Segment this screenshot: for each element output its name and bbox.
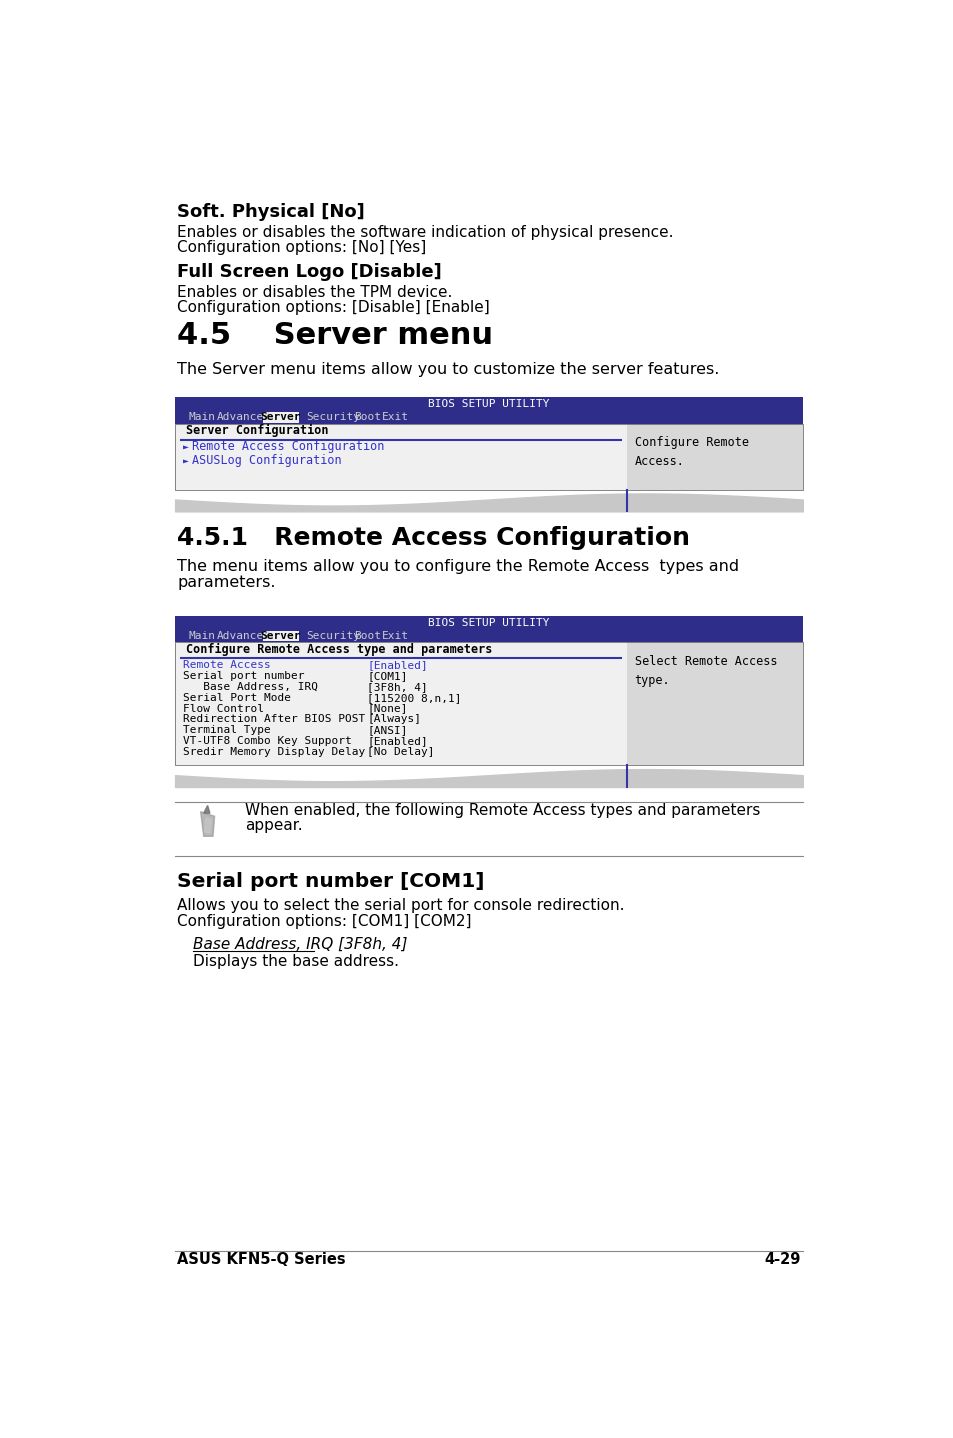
Text: Full Screen Logo [Disable]: Full Screen Logo [Disable]: [177, 263, 441, 282]
Text: Security: Security: [306, 413, 359, 423]
Bar: [174, 411, 802, 424]
Text: Terminal Type: Terminal Type: [183, 725, 271, 735]
Text: Remote Access: Remote Access: [183, 660, 271, 670]
Polygon shape: [200, 811, 214, 837]
Text: Advanced: Advanced: [216, 631, 271, 641]
Text: Boot: Boot: [354, 631, 380, 641]
Text: [Always]: [Always]: [367, 715, 421, 725]
Text: 4.5    Server menu: 4.5 Server menu: [177, 321, 493, 349]
Bar: [262, 413, 298, 423]
Text: Configure Remote Access type and parameters: Configure Remote Access type and paramet…: [186, 643, 492, 656]
Text: 4-29: 4-29: [764, 1252, 801, 1267]
Text: ►: ►: [183, 456, 189, 466]
Text: The Server menu items allow you to customize the server features.: The Server menu items allow you to custo…: [177, 362, 719, 377]
Bar: [174, 643, 802, 765]
Bar: [626, 643, 802, 765]
Text: [No Delay]: [No Delay]: [367, 746, 435, 756]
Text: Select Remote Access
type.: Select Remote Access type.: [634, 654, 777, 686]
Text: The menu items allow you to configure the Remote Access  types and: The menu items allow you to configure th…: [177, 559, 739, 574]
Polygon shape: [204, 818, 212, 833]
Text: Allows you to select the serial port for console redirection.: Allows you to select the serial port for…: [177, 899, 624, 913]
Text: Flow Control: Flow Control: [183, 703, 264, 713]
Text: Exit: Exit: [381, 413, 409, 423]
Text: Base Address, IRQ: Base Address, IRQ: [183, 682, 317, 692]
Text: ASUS KFN5-Q Series: ASUS KFN5-Q Series: [177, 1252, 346, 1267]
Text: Configuration options: [COM1] [COM2]: Configuration options: [COM1] [COM2]: [177, 913, 472, 929]
Text: Serial Port Mode: Serial Port Mode: [183, 693, 291, 703]
Polygon shape: [204, 805, 210, 814]
Text: Security: Security: [306, 631, 359, 641]
Text: Enables or disables the software indication of physical presence.: Enables or disables the software indicat…: [177, 226, 673, 240]
Text: Server: Server: [260, 413, 301, 423]
Text: BIOS SETUP UTILITY: BIOS SETUP UTILITY: [428, 618, 549, 628]
Bar: [174, 397, 802, 411]
Text: 4.5.1   Remote Access Configuration: 4.5.1 Remote Access Configuration: [177, 526, 690, 551]
Text: Server Configuration: Server Configuration: [186, 424, 328, 437]
Text: Configure Remote
Access.: Configure Remote Access.: [634, 436, 748, 467]
Text: Exit: Exit: [381, 631, 409, 641]
Bar: [174, 424, 626, 490]
Bar: [262, 631, 298, 641]
Text: [Enabled]: [Enabled]: [367, 736, 428, 746]
Text: Displays the base address.: Displays the base address.: [193, 953, 398, 969]
Text: Main: Main: [189, 631, 215, 641]
Text: [ANSI]: [ANSI]: [367, 725, 407, 735]
Text: Configuration options: [Disable] [Enable]: Configuration options: [Disable] [Enable…: [177, 301, 490, 315]
Text: Sredir Memory Display Delay: Sredir Memory Display Delay: [183, 746, 365, 756]
Bar: [174, 615, 802, 630]
Text: Server: Server: [260, 631, 301, 641]
Text: parameters.: parameters.: [177, 575, 275, 590]
Text: VT-UTF8 Combo Key Support: VT-UTF8 Combo Key Support: [183, 736, 352, 746]
Text: Soft. Physical [No]: Soft. Physical [No]: [177, 203, 365, 221]
Text: Serial port number: Serial port number: [183, 672, 304, 682]
Text: [Enabled]: [Enabled]: [367, 660, 428, 670]
Bar: [174, 424, 802, 490]
Text: Configuration options: [No] [Yes]: Configuration options: [No] [Yes]: [177, 240, 426, 255]
Text: Boot: Boot: [354, 413, 380, 423]
Text: Enables or disables the TPM device.: Enables or disables the TPM device.: [177, 285, 453, 301]
Text: [COM1]: [COM1]: [367, 672, 407, 682]
Text: Advanced: Advanced: [216, 413, 271, 423]
Text: When enabled, the following Remote Access types and parameters: When enabled, the following Remote Acces…: [245, 802, 760, 818]
Bar: [174, 630, 802, 643]
Text: ASUSLog Configuration: ASUSLog Configuration: [192, 453, 341, 466]
Text: appear.: appear.: [245, 818, 302, 833]
Text: [None]: [None]: [367, 703, 407, 713]
Text: ►: ►: [183, 441, 189, 452]
Text: Remote Access Configuration: Remote Access Configuration: [192, 440, 384, 453]
Bar: [626, 424, 802, 490]
Bar: [174, 643, 626, 765]
Text: Base Address, IRQ [3F8h, 4]: Base Address, IRQ [3F8h, 4]: [193, 936, 407, 952]
Text: Redirection After BIOS POST: Redirection After BIOS POST: [183, 715, 365, 725]
Text: Serial port number [COM1]: Serial port number [COM1]: [177, 871, 484, 892]
Text: [115200 8,n,1]: [115200 8,n,1]: [367, 693, 461, 703]
Text: [3F8h, 4]: [3F8h, 4]: [367, 682, 428, 692]
Text: BIOS SETUP UTILITY: BIOS SETUP UTILITY: [428, 400, 549, 410]
Text: Main: Main: [189, 413, 215, 423]
